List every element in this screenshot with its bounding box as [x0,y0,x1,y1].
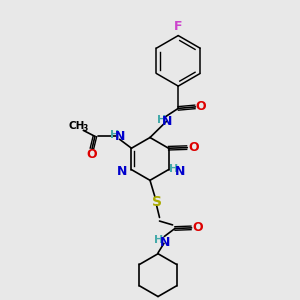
Text: N: N [117,166,128,178]
Text: H: H [110,130,119,140]
Text: N: N [162,115,172,128]
Text: N: N [175,165,185,178]
Text: N: N [115,130,126,143]
Text: CH: CH [69,121,85,131]
Text: F: F [174,20,182,33]
Text: H: H [169,164,178,174]
Text: S: S [152,195,161,209]
Text: O: O [87,148,97,161]
Text: H: H [157,115,166,125]
Text: N: N [160,236,170,249]
Text: H: H [154,235,164,245]
Text: O: O [192,221,203,234]
Text: 3: 3 [82,124,88,133]
Text: O: O [188,141,199,154]
Text: O: O [196,100,206,113]
